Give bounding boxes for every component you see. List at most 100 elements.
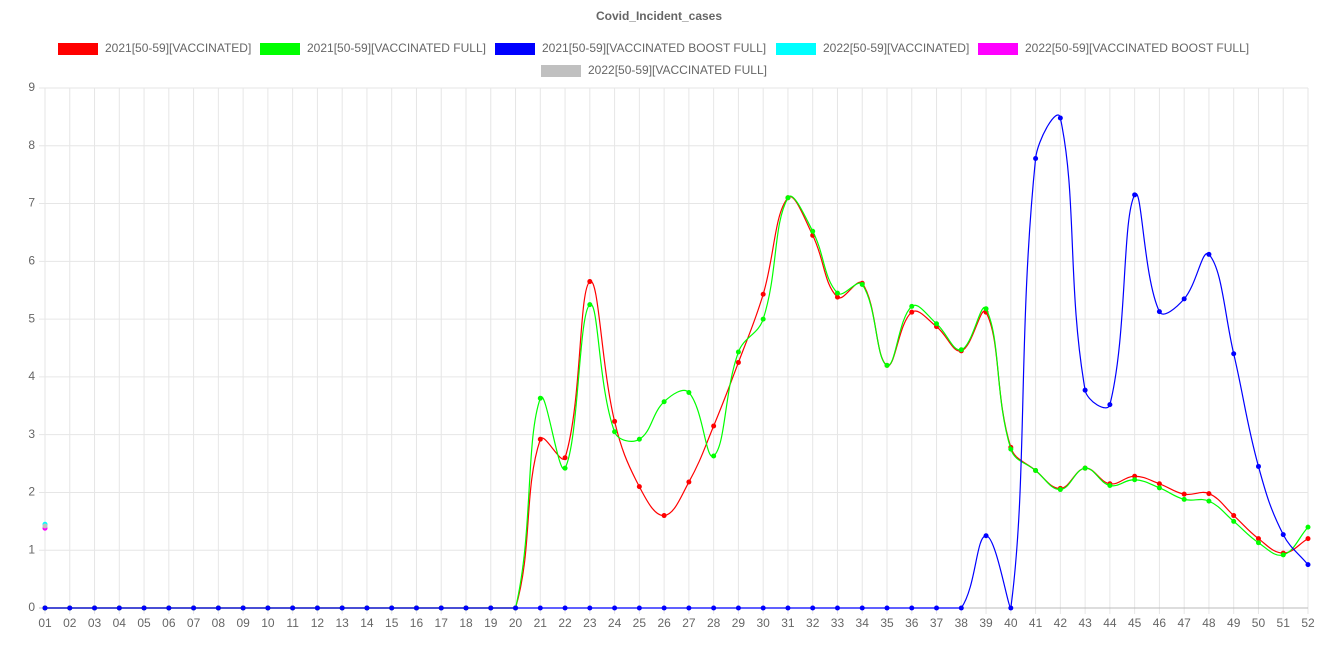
- data-point: [785, 605, 791, 611]
- data-point: [1181, 296, 1187, 302]
- data-point: [1082, 387, 1088, 393]
- y-tick-label: 4: [28, 369, 35, 383]
- data-point: [215, 605, 221, 611]
- data-point: [612, 429, 618, 435]
- data-point: [1033, 155, 1039, 161]
- series-line: [44, 195, 1309, 609]
- data-point: [760, 605, 766, 611]
- data-point: [1305, 562, 1311, 568]
- x-tick-label: 45: [1128, 616, 1142, 630]
- data-point: [1033, 467, 1039, 473]
- data-point: [612, 418, 618, 424]
- x-tick-label: 25: [633, 616, 647, 630]
- data-point: [537, 436, 543, 442]
- chart-title: Covid_Incident_cases: [596, 9, 722, 23]
- x-tick-label: 05: [137, 616, 151, 630]
- legend-swatch: [495, 43, 535, 55]
- series-line: [44, 114, 1309, 609]
- data-point: [413, 605, 419, 611]
- data-point: [661, 399, 667, 405]
- x-tick-label: 47: [1177, 616, 1191, 630]
- legend-swatch: [541, 65, 581, 77]
- data-point: [562, 465, 568, 471]
- x-tick-label: 27: [682, 616, 696, 630]
- x-tick-label: 15: [385, 616, 399, 630]
- x-tick-label: 31: [781, 616, 795, 630]
- data-point: [810, 228, 816, 234]
- data-point: [1231, 513, 1237, 519]
- data-point: [339, 605, 345, 611]
- y-tick-label: 1: [28, 542, 35, 556]
- x-tick-label: 04: [113, 616, 127, 630]
- data-point: [1107, 402, 1113, 408]
- data-point: [1305, 524, 1311, 530]
- x-tick-label: 07: [187, 616, 201, 630]
- data-point: [909, 309, 915, 315]
- data-point: [711, 453, 717, 459]
- y-tick-label: 9: [28, 80, 35, 94]
- x-tick-label: 06: [162, 616, 176, 630]
- data-point: [636, 605, 642, 611]
- data-point: [364, 605, 370, 611]
- data-point: [1206, 498, 1212, 504]
- legend-label: 2022[50-59][VACCINATED]: [823, 41, 969, 55]
- data-point: [1181, 491, 1187, 497]
- x-tick-label: 24: [608, 616, 622, 630]
- data-point: [463, 605, 469, 611]
- data-point: [1008, 605, 1014, 611]
- data-point: [983, 533, 989, 539]
- data-point: [934, 605, 940, 611]
- data-point: [958, 605, 964, 611]
- legend-label: 2022[50-59][VACCINATED BOOST FULL]: [1025, 41, 1249, 55]
- y-tick-label: 2: [28, 485, 35, 499]
- data-point: [686, 389, 692, 395]
- data-point: [1206, 491, 1212, 497]
- data-point: [1255, 536, 1261, 542]
- x-tick-label: 33: [831, 616, 845, 630]
- data-point: [1057, 115, 1063, 121]
- x-tick-label: 38: [955, 616, 969, 630]
- x-tick-label: 19: [484, 616, 498, 630]
- legend-label: 2021[50-59][VACCINATED]: [105, 41, 251, 55]
- legend-swatch: [776, 43, 816, 55]
- x-tick-label: 49: [1227, 616, 1241, 630]
- x-tick-label: 20: [509, 616, 523, 630]
- x-tick-label: 32: [806, 616, 820, 630]
- data-point: [240, 605, 246, 611]
- data-point: [859, 605, 865, 611]
- y-tick-label: 3: [28, 427, 35, 441]
- data-point: [1181, 496, 1187, 502]
- data-point: [884, 605, 890, 611]
- data-point: [1305, 536, 1311, 542]
- data-point: [562, 605, 568, 611]
- data-point: [1280, 532, 1286, 538]
- data-point: [166, 605, 172, 611]
- data-point: [810, 605, 816, 611]
- data-point: [1206, 251, 1212, 257]
- x-tick-label: 37: [930, 616, 944, 630]
- data-point: [1156, 481, 1162, 487]
- y-tick-label: 0: [28, 600, 35, 614]
- x-tick-label: 26: [657, 616, 671, 630]
- data-point: [141, 605, 147, 611]
- x-tick-label: 46: [1153, 616, 1167, 630]
- data-point: [1231, 518, 1237, 524]
- x-tick-label: 13: [335, 616, 349, 630]
- x-tick-label: 08: [212, 616, 226, 630]
- x-tick-label: 17: [435, 616, 449, 630]
- data-point: [562, 455, 568, 461]
- x-tick-label: 21: [534, 616, 548, 630]
- x-tick-label: 30: [756, 616, 770, 630]
- y-tick-label: 6: [28, 254, 35, 268]
- legend-label: 2021[50-59][VACCINATED BOOST FULL]: [542, 41, 766, 55]
- x-tick-label: 44: [1103, 616, 1117, 630]
- x-tick-label: 39: [979, 616, 993, 630]
- data-point: [1156, 485, 1162, 491]
- y-tick-label: 5: [28, 311, 35, 325]
- data-point: [735, 359, 741, 365]
- data-point: [735, 349, 741, 355]
- data-point: [587, 302, 593, 308]
- data-point: [636, 436, 642, 442]
- x-tick-label: 41: [1029, 616, 1043, 630]
- x-tick-label: 29: [732, 616, 746, 630]
